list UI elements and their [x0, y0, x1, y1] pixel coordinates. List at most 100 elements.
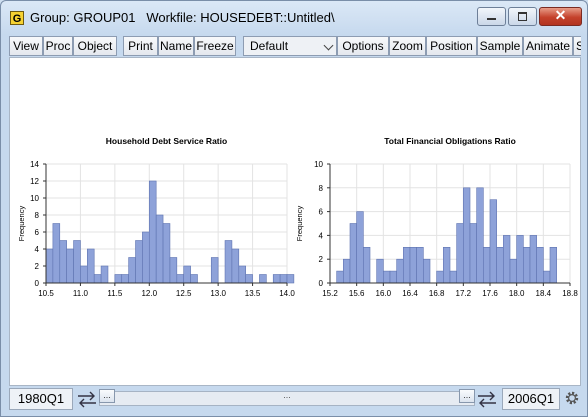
maximize-button[interactable] [508, 7, 537, 26]
histogram-bar [383, 270, 391, 284]
chart-title: Total Financial Obligations Ratio [384, 136, 516, 146]
freeze-button[interactable]: Freeze [194, 36, 236, 56]
graph-template-dropdown[interactable]: Default [243, 36, 337, 56]
histogram-bar [343, 258, 351, 284]
histogram-bar [259, 274, 267, 284]
sample-start-date[interactable]: 1980Q1 [9, 388, 73, 410]
histogram-bar [389, 270, 397, 284]
x-tick-label: 16.4 [402, 289, 418, 298]
histogram-bar [349, 223, 357, 284]
options-button[interactable]: Options [337, 36, 389, 56]
histogram-bar [59, 240, 67, 284]
histogram-bar [496, 247, 504, 284]
histogram-bar [509, 258, 517, 284]
toolbar: View Proc Object Print Name Freeze Defau… [9, 36, 581, 56]
title-bar[interactable]: G Group: GROUP01 Workfile: HOUSEDEBT::Un… [1, 1, 587, 35]
histogram-bar [363, 247, 371, 284]
histogram-bar [436, 270, 444, 284]
histogram-bar [286, 274, 295, 284]
histogram-bar [231, 248, 240, 284]
y-tick-label: 10 [30, 194, 39, 203]
chart-title: Household Debt Service Ratio [106, 136, 227, 146]
x-tick-label: 16.8 [429, 289, 445, 298]
animate-button[interactable]: Animate [523, 36, 573, 56]
histogram-bar [190, 274, 198, 284]
y-tick-label: 6 [35, 228, 40, 237]
x-tick-label: 18.8 [562, 289, 578, 298]
slider-right-handle[interactable]: ... [459, 389, 475, 403]
y-tick-label: 0 [35, 279, 40, 288]
y-axis-label: Frequency [295, 206, 304, 242]
histogram-bar [224, 240, 233, 284]
histogram-bar [376, 258, 384, 284]
y-tick-label: 4 [35, 245, 40, 254]
y-tick-label: 10 [314, 160, 323, 169]
x-tick-label: 12.5 [176, 289, 192, 298]
histogram-bar [449, 270, 457, 284]
overflow-button[interactable]: S [573, 36, 581, 56]
histogram-bar [169, 257, 178, 284]
x-tick-label: 14.0 [279, 289, 295, 298]
object-button[interactable]: Object [73, 36, 117, 56]
x-tick-label: 15.6 [349, 289, 365, 298]
histogram-bar [543, 270, 551, 284]
histogram-bar [100, 265, 109, 284]
histogram-bar [128, 257, 136, 284]
histogram-bar [135, 240, 143, 284]
chevron-down-icon [323, 40, 334, 51]
histogram-bar [523, 247, 531, 284]
histogram-bar [210, 257, 219, 284]
print-button[interactable]: Print [123, 36, 158, 56]
histogram-bar [476, 187, 484, 284]
close-button[interactable]: ✕ [539, 7, 582, 26]
sample-end-date[interactable]: 2006Q1 [502, 388, 560, 410]
histogram-bar [142, 231, 150, 284]
swap-arrows-icon[interactable] [76, 389, 98, 409]
histogram-bar [93, 274, 102, 284]
histogram-bar [336, 270, 344, 284]
x-tick-label: 18.0 [509, 289, 525, 298]
zoom-button[interactable]: Zoom [389, 36, 426, 56]
histogram-bar [529, 235, 537, 284]
swap-arrows-icon[interactable] [476, 389, 498, 409]
histogram-bar [73, 240, 81, 284]
sample-button[interactable]: Sample [477, 36, 523, 56]
gear-icon[interactable] [564, 390, 580, 406]
histogram-bar [52, 223, 61, 284]
x-tick-label: 18.4 [536, 289, 552, 298]
x-tick-label: 13.0 [210, 289, 226, 298]
view-button[interactable]: View [9, 36, 43, 56]
histogram-bar [423, 258, 431, 284]
y-tick-label: 2 [35, 262, 40, 271]
slider-left-handle[interactable]: ... [99, 389, 115, 403]
histogram-bar [536, 247, 544, 284]
slider-grip: ... [283, 390, 291, 400]
proc-button[interactable]: Proc [43, 36, 73, 56]
histogram-bar [403, 247, 411, 284]
histogram-bar [162, 223, 171, 284]
histogram-bar [396, 258, 404, 284]
y-axis-label: Frequency [17, 206, 26, 242]
histogram-bar [456, 223, 464, 284]
histogram-bar [272, 274, 281, 284]
dropdown-value: Default [250, 39, 289, 53]
sample-range-slider[interactable]: ... [99, 390, 475, 406]
minimize-button[interactable] [477, 7, 506, 26]
group-object-icon: G [10, 11, 24, 25]
histogram-bar [516, 235, 524, 284]
histogram-bar [279, 274, 288, 284]
graph-area[interactable]: 10.5 11.0 11.5 12.0 12.5 13.0 13.5 14.0 0 2 4 6 8 10 1… [9, 57, 581, 386]
x-tick-label: 16.0 [376, 289, 392, 298]
histogram-bar [483, 247, 491, 284]
x-tick-label: 15.2 [322, 289, 338, 298]
position-button[interactable]: Position [426, 36, 477, 56]
histogram-bar [176, 274, 185, 284]
histogram-bar [503, 235, 511, 284]
histogram-bar [148, 180, 157, 284]
histogram-bar [245, 274, 253, 284]
histogram-bar [80, 265, 88, 284]
histogram-bar [121, 274, 129, 284]
name-button[interactable]: Name [158, 36, 194, 56]
y-tick-label: 8 [319, 184, 324, 193]
